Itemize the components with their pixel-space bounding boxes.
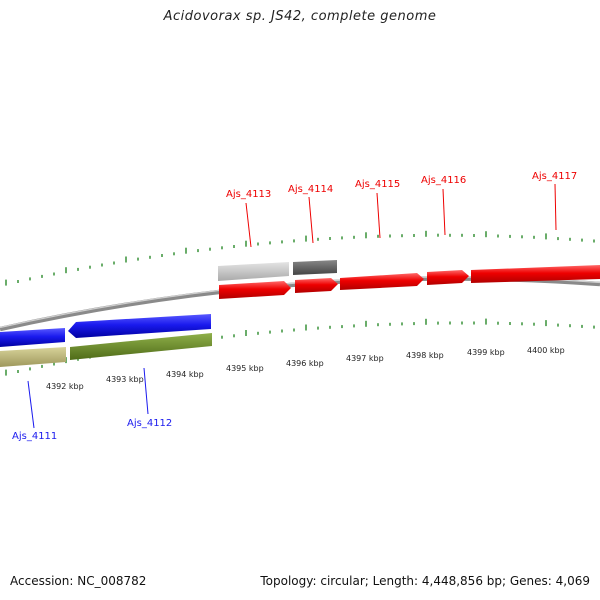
gene-arrow-ajs-4117[interactable] (471, 265, 600, 283)
kbp-label: 4394 kbp (166, 370, 204, 379)
gene-arrow-ajs-4112[interactable] (68, 314, 211, 338)
kbp-label: 4398 kbp (406, 351, 444, 360)
callout-line-ajs-4117 (554, 183, 557, 231)
callout-line-ajs-4116 (442, 188, 446, 236)
genome-title: Acidovorax sp. JS42, complete genome (163, 9, 437, 24)
olive-feature (70, 333, 212, 360)
genome-summary-text: Topology: circular; Length: 4,448,856 bp… (260, 574, 590, 588)
light-gray-feature (218, 262, 289, 281)
gene-label-ajs-4116[interactable]: Ajs_4116 (421, 175, 466, 186)
callout-line-ajs-4114 (308, 196, 314, 244)
gene-label-ajs-4113[interactable]: Ajs_4113 (226, 189, 271, 200)
accession-text: Accession: NC_008782 (10, 574, 147, 588)
gene-label-ajs-4111[interactable]: Ajs_4111 (12, 431, 57, 442)
gene-label-ajs-4112[interactable]: Ajs_4112 (127, 418, 172, 429)
callout-line-ajs-4113 (245, 202, 252, 248)
gene-arrow-ajs-4111[interactable] (0, 328, 65, 347)
gene-label-ajs-4114[interactable]: Ajs_4114 (288, 184, 333, 195)
gene-label-ajs-4115[interactable]: Ajs_4115 (355, 179, 400, 190)
gene-label-ajs-4117[interactable]: Ajs_4117 (532, 171, 577, 182)
outer-tick-ring (5, 230, 595, 286)
kbp-label: 4396 kbp (286, 359, 324, 368)
gene-arrow-ajs-4114[interactable] (295, 278, 338, 293)
gene-arrow-ajs-4115[interactable] (340, 273, 424, 290)
dark-gray-feature (293, 260, 337, 275)
kbp-label: 4397 kbp (346, 354, 384, 363)
kbp-label: 4392 kbp (46, 382, 84, 391)
kbp-label: 4399 kbp (467, 348, 505, 357)
callout-line-ajs-4112 (143, 367, 149, 415)
gene-arrow-ajs-4113[interactable] (219, 281, 291, 299)
callout-line-ajs-4115 (376, 192, 381, 239)
gene-arrow-ajs-4116[interactable] (427, 270, 469, 285)
kbp-label: 4400 kbp (527, 346, 565, 355)
kbp-label: 4395 kbp (226, 364, 264, 373)
callout-line-ajs-4111 (27, 380, 35, 429)
kbp-label: 4393 kbp (106, 375, 144, 384)
khaki-feature (0, 347, 66, 367)
